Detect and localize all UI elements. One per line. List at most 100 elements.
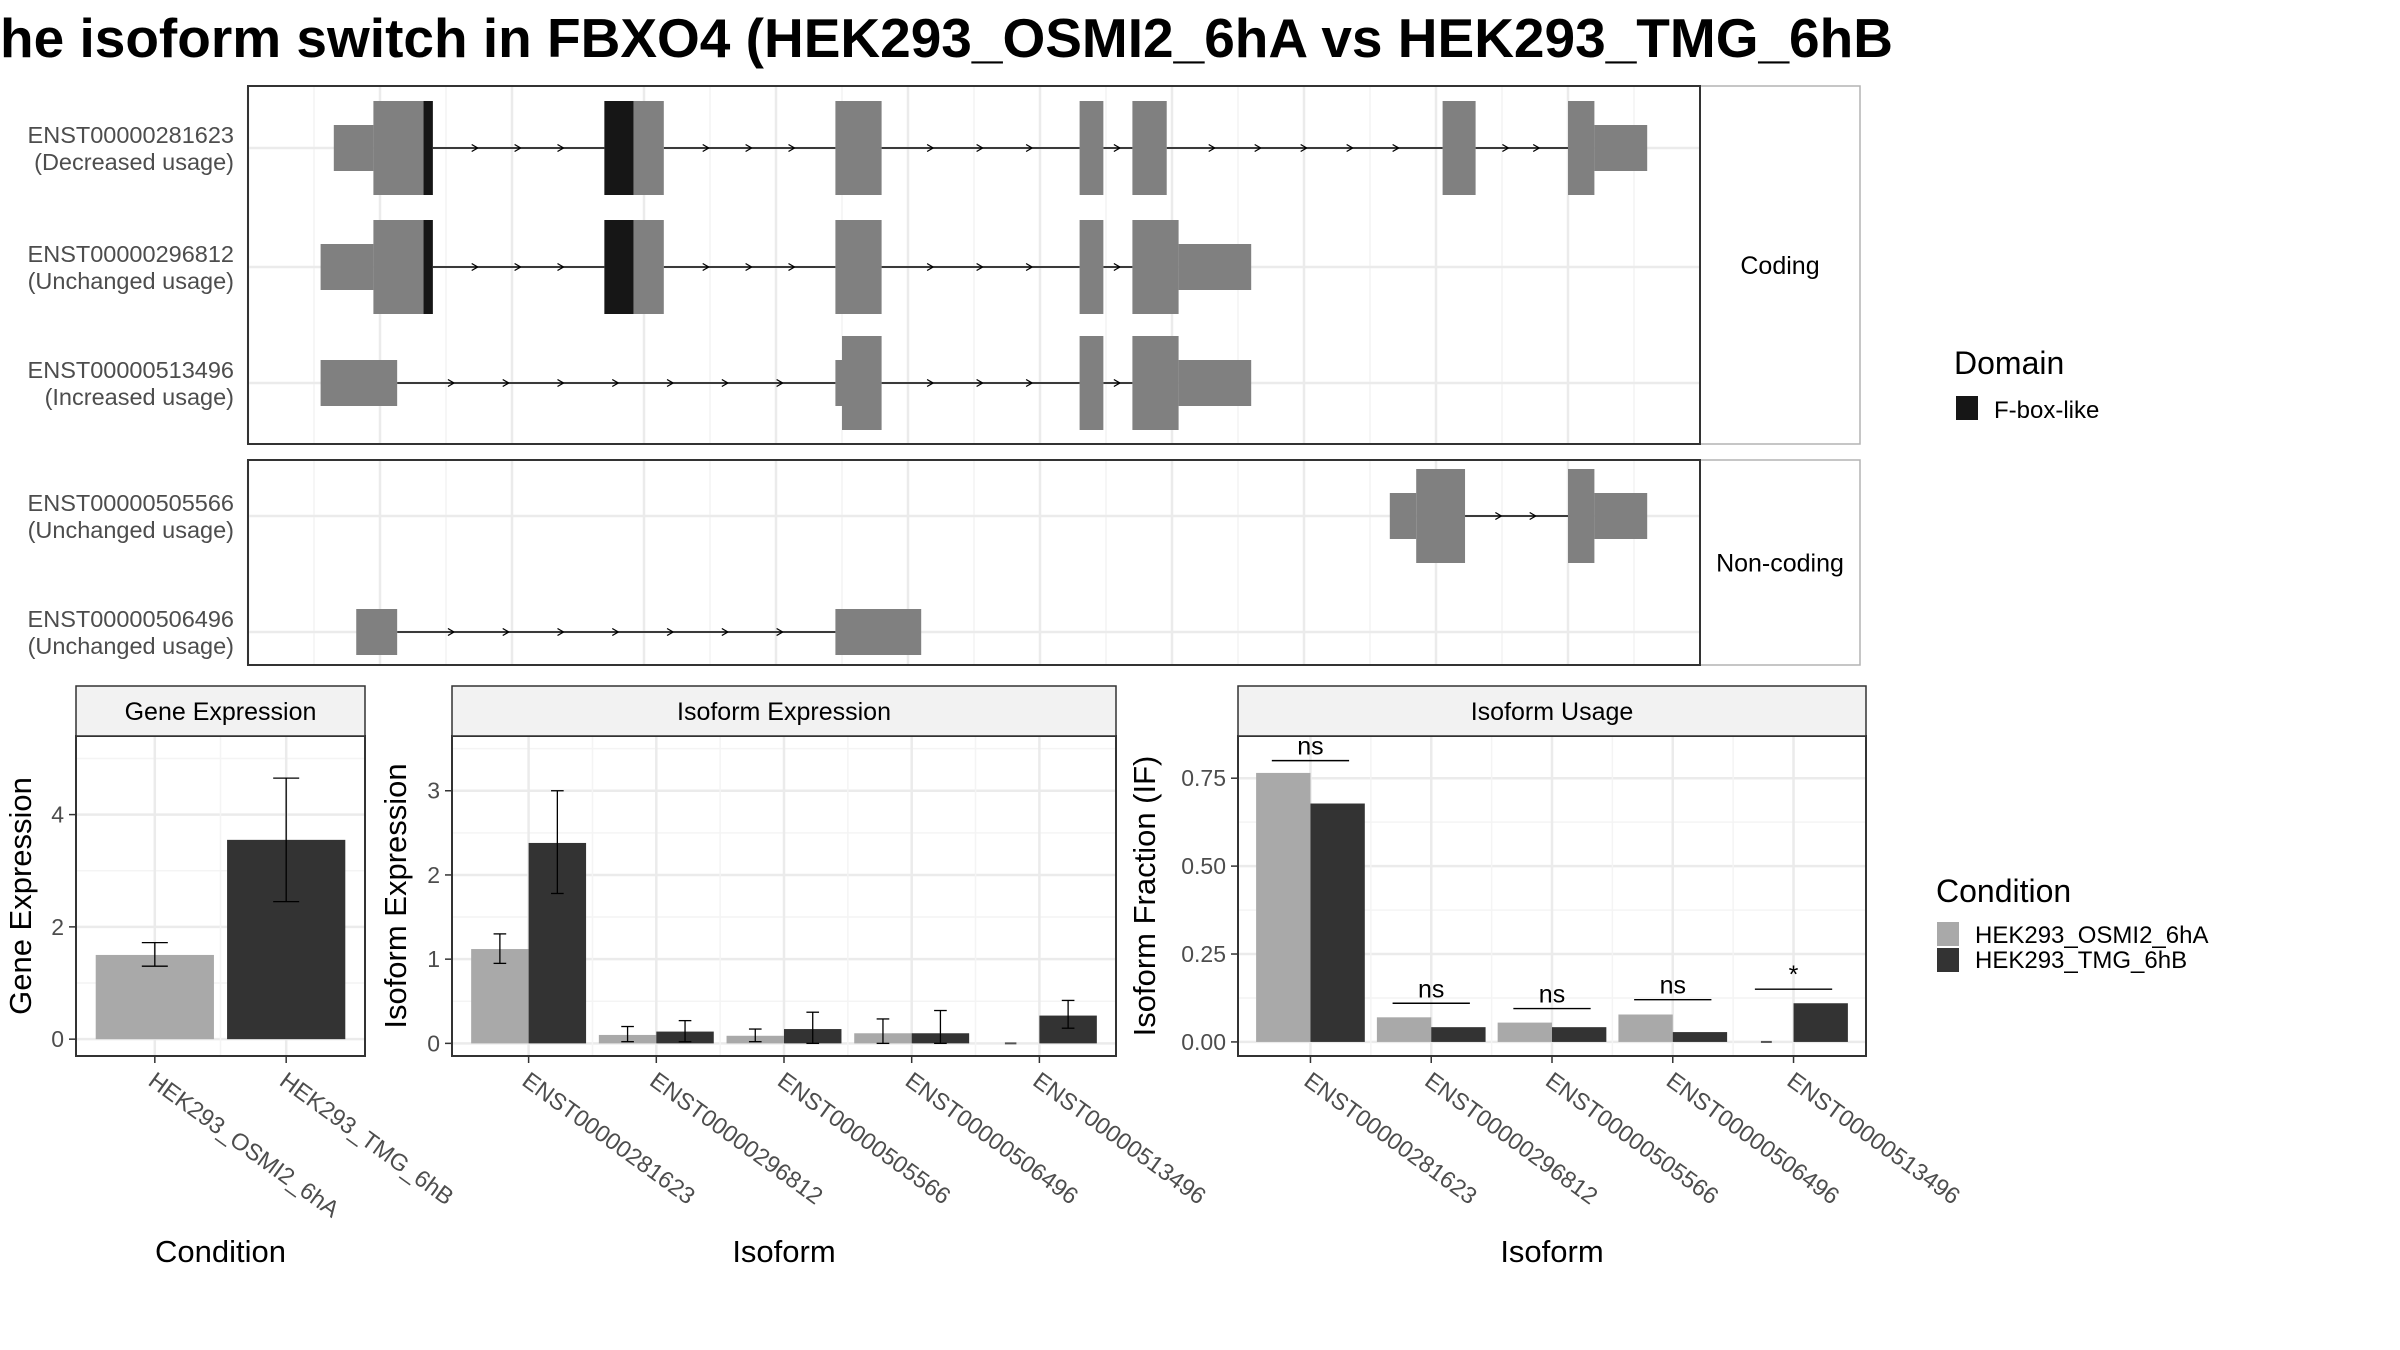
coding-exon <box>1442 101 1476 195</box>
significance-label: ns <box>1660 972 1686 1000</box>
coding-exon <box>1568 101 1595 195</box>
utr-exon <box>356 609 398 655</box>
facet-strip-label: Isoform Usage <box>1471 698 1634 726</box>
y-tick-label: 0.00 <box>1181 1029 1226 1055</box>
intron-arrow <box>1392 143 1400 153</box>
utr-exon <box>333 125 374 171</box>
intron-arrow <box>702 262 710 272</box>
figure-title: he isoform switch in FBXO4 (HEK293_OSMI2… <box>0 7 1893 69</box>
y-tick-label: 4 <box>51 802 64 828</box>
f-box-domain <box>604 220 634 314</box>
intron-arrow <box>776 378 784 388</box>
facet-strip <box>1699 85 1861 445</box>
y-tick-label: 2 <box>427 862 440 888</box>
bar <box>1672 1032 1728 1042</box>
intron-arrow <box>745 143 753 153</box>
intron-arrow <box>1208 143 1216 153</box>
intron-arrow <box>926 143 935 153</box>
coding-exon <box>1132 336 1179 430</box>
transcript-id-label: ENST00000296812 <box>28 241 234 267</box>
intron-arrow <box>1532 143 1541 153</box>
intron-arrow <box>1529 511 1537 521</box>
significance-label: ns <box>1539 981 1565 1009</box>
bar <box>1376 1017 1432 1042</box>
x-axis-title: Condition <box>155 1234 286 1269</box>
domain-legend-title: Domain <box>1954 345 2064 381</box>
condition-legend-label: HEK293_TMG_6hB <box>1975 947 2187 974</box>
coding-exon <box>1079 220 1104 314</box>
intron-arrow <box>745 262 753 272</box>
transcript-usage-label: (Unchanged usage) <box>28 633 234 659</box>
utr-exon <box>320 360 398 406</box>
structure-plot-frame <box>247 85 1701 445</box>
y-tick-label: 0.25 <box>1181 941 1226 967</box>
f-box-domain <box>423 220 433 314</box>
y-axis-title: Gene Expression <box>3 777 38 1015</box>
intron-arrow <box>1113 143 1122 153</box>
coding-exon <box>373 220 433 314</box>
y-tick-label: 2 <box>51 914 64 940</box>
y-tick-label: 1 <box>427 946 440 972</box>
y-axis-title: Isoform Fraction (IF) <box>1127 756 1162 1037</box>
condition-legend-title: Condition <box>1936 873 2071 909</box>
intron-arrow <box>788 143 796 153</box>
isoform-expression-panel: Isoform Expression0123ENST00000281623ENS… <box>378 685 1211 1269</box>
intron-arrow <box>1113 378 1122 388</box>
intron-arrow <box>1025 378 1034 388</box>
structure-plot-frame <box>247 459 1701 666</box>
transcript-usage-label: (Decreased usage) <box>34 149 234 175</box>
intron-arrow <box>557 627 565 637</box>
condition-legend-key <box>1937 948 1959 972</box>
coding-exon <box>373 101 433 195</box>
intron-arrow <box>447 627 456 637</box>
intron-arrow <box>557 262 565 272</box>
significance-label: * <box>1789 961 1799 989</box>
y-tick-label: 0 <box>51 1026 64 1052</box>
coding-exon <box>1132 101 1167 195</box>
intron-arrow <box>926 262 935 272</box>
coding-exon <box>835 101 882 195</box>
facet-strip <box>451 685 1117 737</box>
intron-arrow <box>976 262 984 272</box>
intron-arrow <box>471 262 479 272</box>
utr-exon <box>835 609 922 655</box>
intron-arrow <box>666 378 675 388</box>
transcript-id-label: ENST00000505566 <box>28 490 234 516</box>
facet-strip <box>1699 459 1861 666</box>
intron-arrow <box>666 627 675 637</box>
coding-exon <box>1568 469 1595 563</box>
bar <box>1552 1027 1607 1042</box>
intron-arrow <box>976 378 984 388</box>
utr-exon <box>1594 493 1648 539</box>
f-box-domain <box>604 101 634 195</box>
intron-arrow <box>788 262 796 272</box>
facet-strip-label: Coding <box>1740 252 1819 280</box>
bar <box>1793 1003 1848 1042</box>
utr-exon <box>835 360 842 406</box>
intron-arrow <box>1113 262 1122 272</box>
intron-arrow <box>926 378 935 388</box>
condition-legend-label: HEK293_OSMI2_6hA <box>1975 922 2208 949</box>
intron-arrow <box>1025 262 1034 272</box>
intron-arrow <box>502 627 511 637</box>
legends: Domain F-box-like Condition HEK293_OSMI2_6h… <box>1936 345 2208 974</box>
intron-arrow <box>502 378 511 388</box>
intron-arrow <box>557 143 565 153</box>
coding-exon <box>1079 336 1104 430</box>
intron-arrow <box>776 627 784 637</box>
facet-strip-label: Non-coding <box>1716 550 1844 578</box>
utr-exon <box>1178 244 1252 290</box>
intron-arrow <box>1300 143 1308 153</box>
y-tick-label: 3 <box>427 778 440 804</box>
utr-exon <box>1178 360 1252 406</box>
intron-arrow <box>471 143 479 153</box>
utr-exon <box>320 244 374 290</box>
f-box-domain <box>423 101 433 195</box>
intron-arrow <box>557 378 565 388</box>
domain-legend-label: F-box-like <box>1994 397 2099 424</box>
intron-arrow <box>447 378 456 388</box>
bar <box>1618 1014 1673 1042</box>
bar <box>471 949 529 1044</box>
intron-arrow <box>611 378 620 388</box>
